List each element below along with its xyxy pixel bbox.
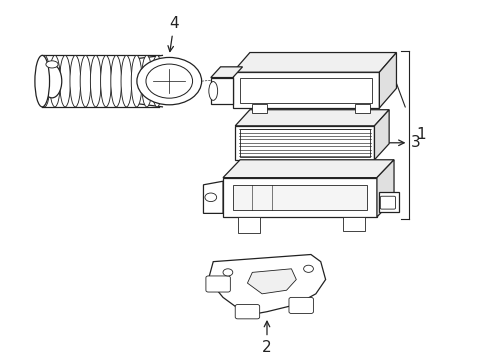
- Polygon shape: [379, 53, 396, 108]
- Ellipse shape: [152, 55, 162, 107]
- Ellipse shape: [90, 55, 101, 107]
- Polygon shape: [223, 177, 377, 217]
- Polygon shape: [343, 217, 365, 231]
- Ellipse shape: [49, 55, 60, 107]
- Ellipse shape: [80, 55, 91, 107]
- Circle shape: [146, 64, 193, 98]
- Polygon shape: [203, 181, 223, 213]
- Polygon shape: [377, 160, 394, 217]
- FancyBboxPatch shape: [206, 276, 230, 292]
- FancyBboxPatch shape: [235, 305, 260, 319]
- Text: 3: 3: [372, 135, 421, 150]
- Ellipse shape: [39, 55, 50, 107]
- Polygon shape: [252, 104, 267, 113]
- Polygon shape: [379, 192, 399, 212]
- FancyBboxPatch shape: [380, 196, 395, 209]
- Polygon shape: [223, 160, 394, 177]
- Circle shape: [137, 58, 201, 105]
- Polygon shape: [235, 110, 389, 126]
- Polygon shape: [235, 126, 374, 160]
- Ellipse shape: [35, 55, 49, 107]
- Circle shape: [205, 193, 217, 202]
- Ellipse shape: [111, 55, 122, 107]
- Polygon shape: [211, 67, 243, 77]
- Polygon shape: [247, 269, 296, 294]
- Ellipse shape: [42, 64, 62, 98]
- Ellipse shape: [70, 55, 81, 107]
- Ellipse shape: [121, 55, 132, 107]
- Polygon shape: [233, 72, 379, 108]
- Polygon shape: [355, 104, 369, 113]
- Ellipse shape: [60, 55, 71, 107]
- Polygon shape: [374, 110, 389, 160]
- Ellipse shape: [100, 55, 111, 107]
- Polygon shape: [233, 53, 396, 72]
- Circle shape: [223, 269, 233, 276]
- Polygon shape: [208, 255, 326, 315]
- Polygon shape: [233, 185, 367, 210]
- Text: 1: 1: [416, 127, 426, 142]
- Polygon shape: [211, 77, 233, 104]
- Text: 4: 4: [168, 15, 179, 51]
- Ellipse shape: [209, 82, 218, 100]
- Ellipse shape: [46, 61, 58, 68]
- Ellipse shape: [142, 55, 152, 107]
- Text: 2: 2: [262, 321, 272, 355]
- Circle shape: [304, 265, 314, 273]
- FancyBboxPatch shape: [289, 297, 314, 314]
- Polygon shape: [238, 217, 260, 233]
- Ellipse shape: [131, 55, 142, 107]
